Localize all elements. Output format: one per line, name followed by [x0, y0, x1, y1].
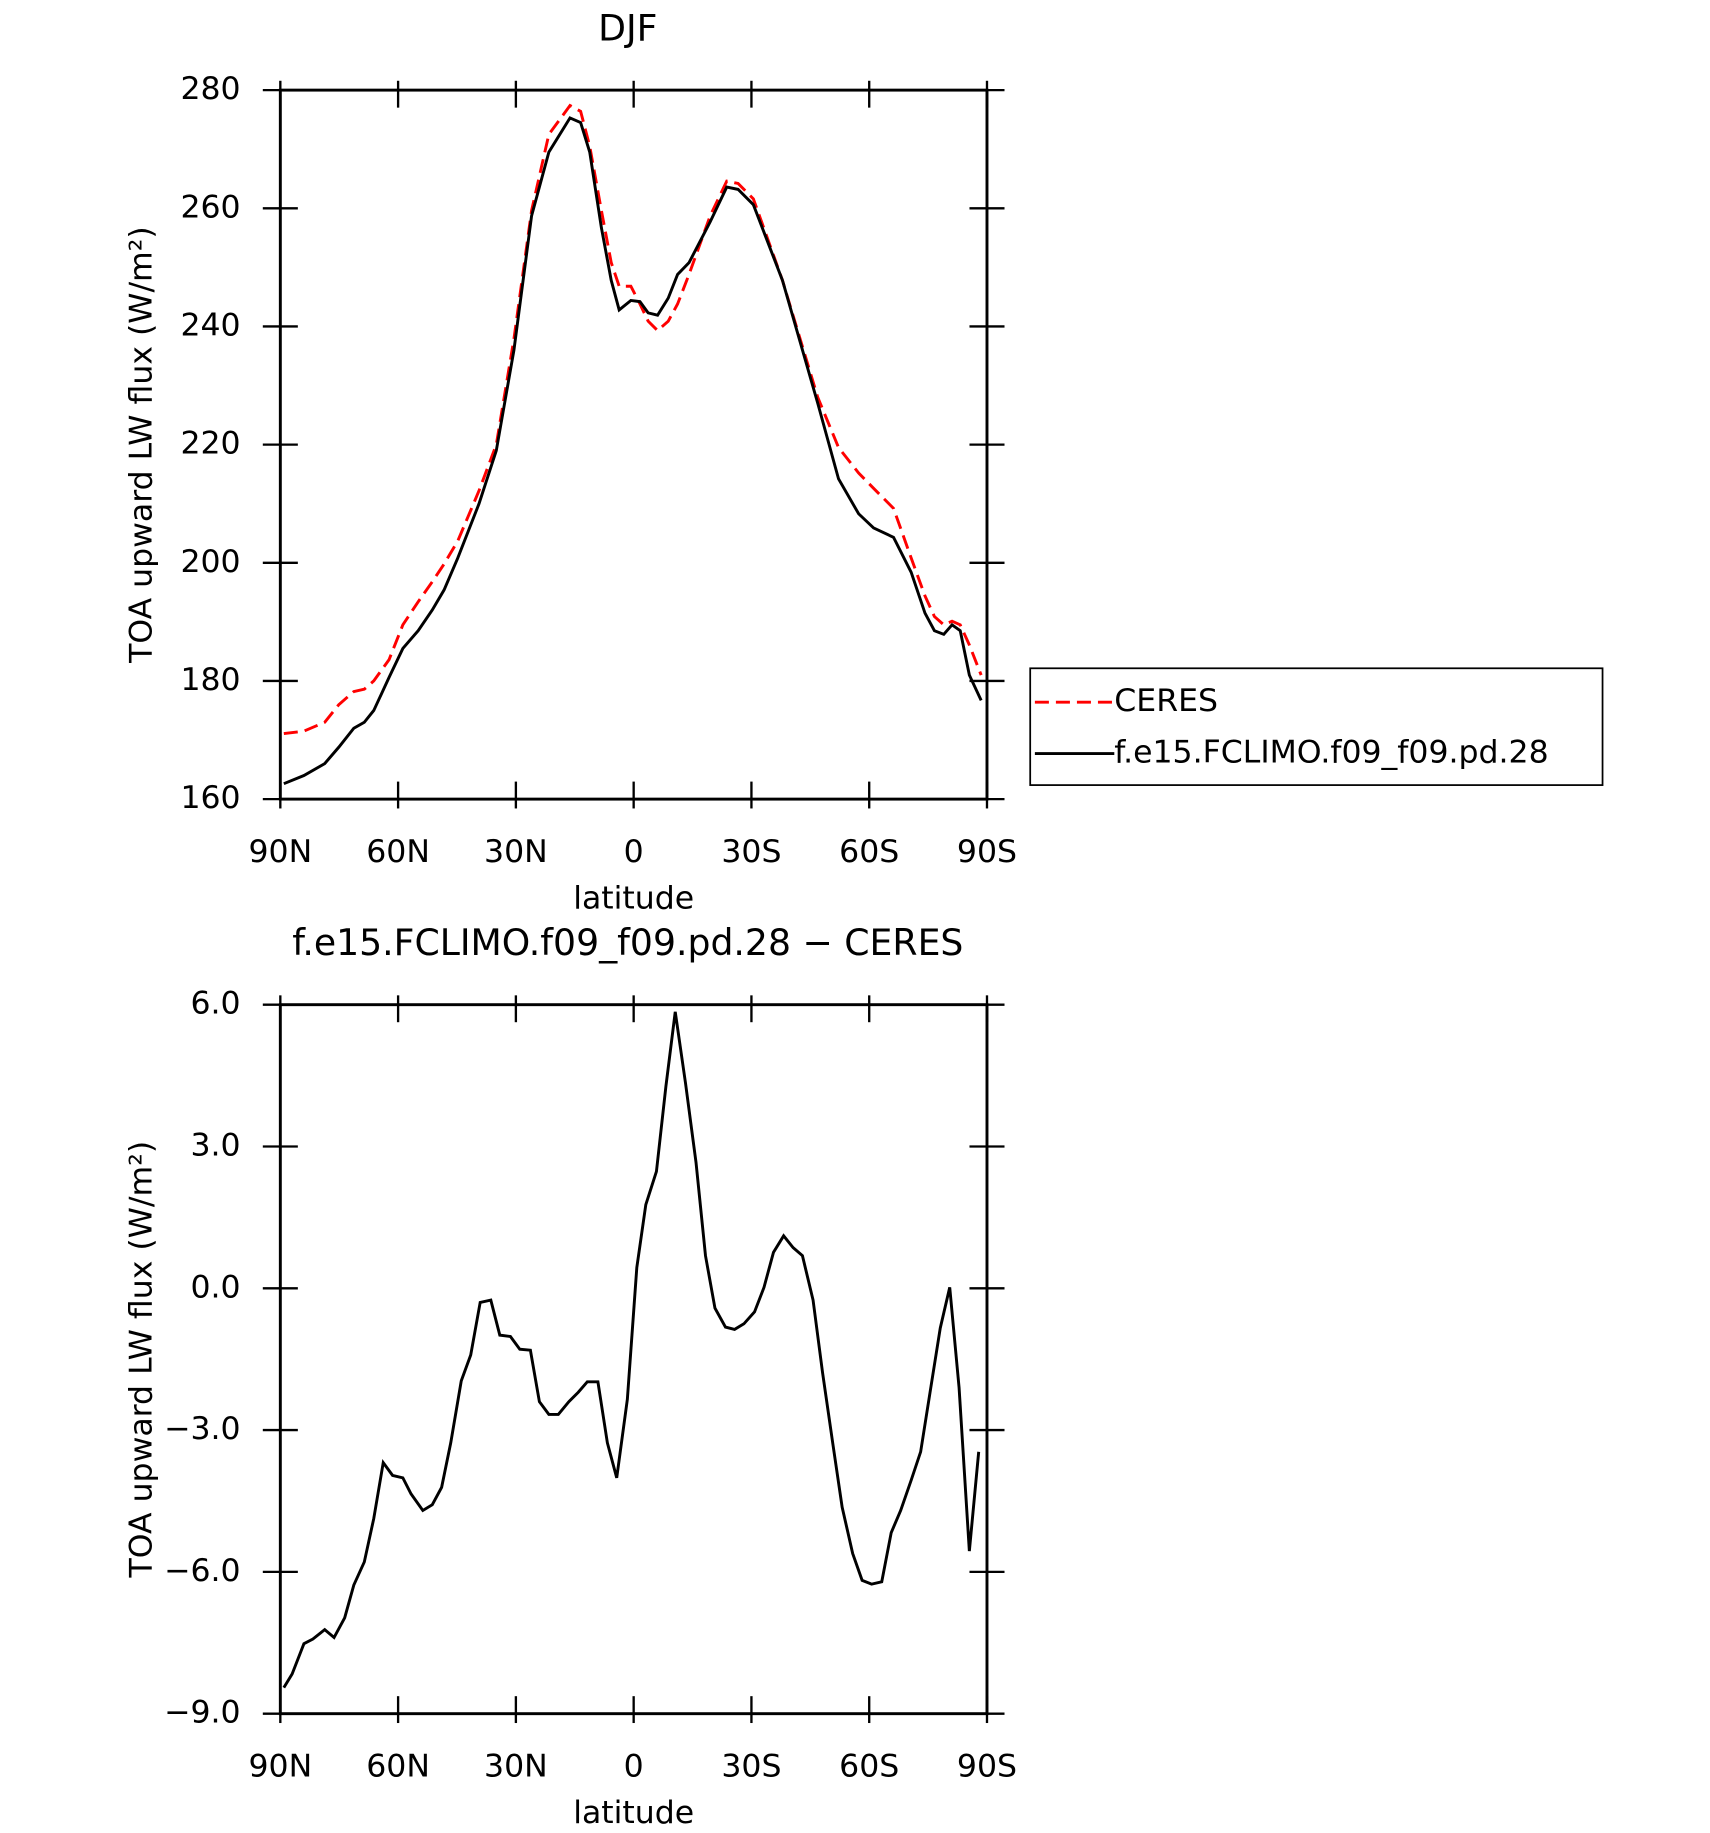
x-tick-label: 90N: [248, 834, 312, 870]
y-tick-label: 220: [180, 426, 240, 462]
x-axis-label: latitude: [573, 881, 694, 917]
y-tick-label: 240: [180, 307, 240, 343]
y-axis-label: TOA upward LW flux (W/m²): [124, 1141, 160, 1579]
legend-label: CERES: [1114, 683, 1218, 719]
x-tick-label: 90S: [957, 834, 1017, 870]
y-tick-label: 6.0: [190, 986, 240, 1022]
x-tick-label: 30N: [484, 834, 548, 870]
y-tick-label: 0.0: [190, 1269, 240, 1305]
y-tick-label: −3.0: [164, 1411, 241, 1447]
x-tick-label: 30S: [721, 1748, 781, 1784]
data-line: [283, 103, 983, 736]
data-line: [283, 116, 983, 786]
chart-title: f.e15.FCLIMO.f09_f09.pd.28 − CERES: [292, 921, 963, 964]
y-tick-label: 200: [180, 544, 240, 580]
y-tick-label: 3.0: [190, 1127, 240, 1163]
legend-box: [1029, 667, 1604, 786]
x-tick-label: 90S: [957, 1748, 1017, 1784]
y-tick-label: 260: [180, 189, 240, 225]
y-axis-label: TOA upward LW flux (W/m²): [124, 226, 160, 664]
data-line: [282, 1011, 981, 1689]
x-tick-label: 30N: [484, 1748, 548, 1784]
plot-frame: [278, 88, 989, 801]
x-axis-label: latitude: [573, 1795, 694, 1831]
x-tick-label: 60N: [366, 1748, 430, 1784]
chart-title: DJF: [598, 7, 657, 50]
y-tick-label: 280: [180, 71, 240, 107]
y-tick-label: −6.0: [164, 1553, 241, 1589]
x-tick-label: 90N: [248, 1748, 312, 1784]
y-tick-label: −9.0: [164, 1695, 241, 1731]
legend-label: f.e15.FCLIMO.f09_f09.pd.28: [1114, 735, 1548, 771]
x-tick-label: 0: [624, 1748, 644, 1784]
x-tick-label: 0: [624, 834, 644, 870]
plot-frame: [278, 1003, 989, 1716]
x-tick-label: 60S: [839, 834, 899, 870]
x-tick-label: 30S: [721, 834, 781, 870]
y-tick-label: 160: [180, 780, 240, 816]
y-tick-label: 180: [180, 662, 240, 698]
x-tick-label: 60S: [839, 1748, 899, 1784]
x-tick-label: 60N: [366, 834, 430, 870]
